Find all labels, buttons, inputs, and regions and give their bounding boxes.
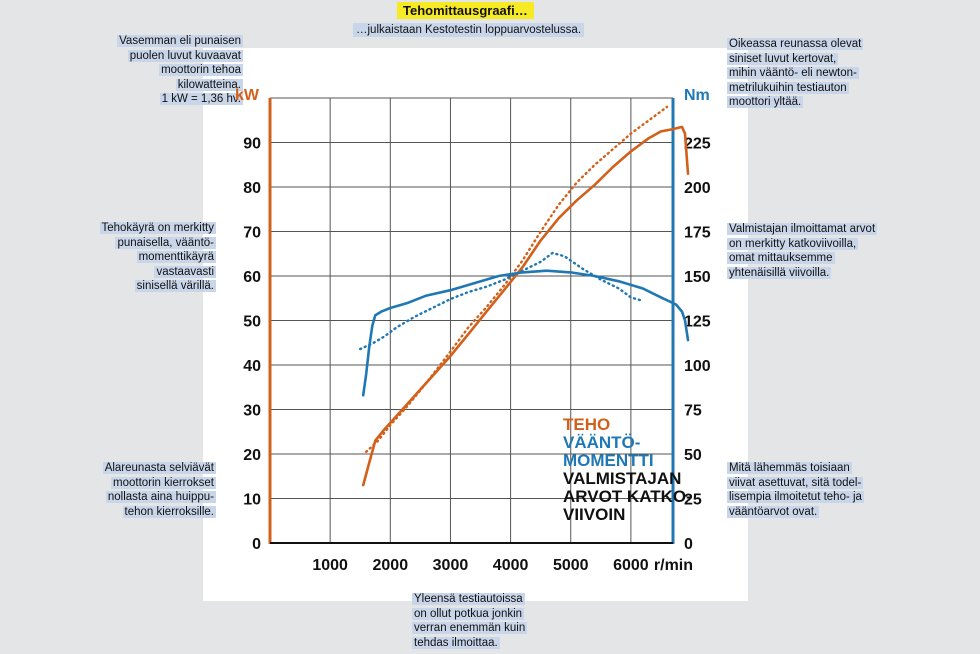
torque-curve-manufacturer xyxy=(359,251,645,351)
y-right-tick-label: 175 xyxy=(684,225,711,242)
y-left-unit: kW xyxy=(235,87,260,104)
y-right-tick-label: 0 xyxy=(684,536,693,553)
note-top-left: Vasemman eli punaisen puolen luvut kuvaa… xyxy=(117,35,243,105)
legend-torque-2: MOMENTTI xyxy=(563,451,654,470)
note-bottom-right: Mitä lähemmäs toisiaan viivat asettuvat,… xyxy=(727,462,864,518)
y-left-tick-label: 40 xyxy=(243,358,261,375)
x-tick-label: 6000 xyxy=(613,557,649,574)
legend-manufacturer-1: VALMISTAJAN xyxy=(563,469,681,488)
y-right-tick-label: 25 xyxy=(684,492,702,509)
note-mid-right: Valmistajan ilmoittamat arvot on merkitt… xyxy=(727,223,878,279)
y-right-tick-label: 125 xyxy=(684,314,711,331)
y-left-tick-label: 20 xyxy=(243,447,261,464)
page-subtitle: …julkaistaan Kestotestin loppuarvostelus… xyxy=(353,23,585,37)
page-title: Tehomittausgraafi… xyxy=(397,2,534,19)
torque-curve-measured xyxy=(361,269,690,397)
legend-torque-1: VÄÄNTÖ- xyxy=(563,433,640,452)
legend-power: TEHO xyxy=(563,415,610,434)
note-mid-left: Tehokäyrä on merkitty punaisella, vääntö… xyxy=(99,222,216,292)
y-left-tick-label: 10 xyxy=(243,492,261,509)
note-bottom-left: Alareunasta selviävät moottorin kierroks… xyxy=(102,462,216,518)
x-tick-label: 3000 xyxy=(433,557,469,574)
y-right-tick-label: 100 xyxy=(684,358,711,375)
y-left-tick-label: 80 xyxy=(243,180,261,197)
x-tick-label: 1000 xyxy=(312,557,348,574)
y-right-tick-label: 150 xyxy=(684,269,711,286)
y-left-tick-label: 30 xyxy=(243,403,261,420)
power-curve-manufacturer xyxy=(365,105,669,453)
y-right-tick-label: 225 xyxy=(684,136,711,153)
legend-manufacturer-3: VIIVOIN xyxy=(563,505,625,524)
x-tick-label: 2000 xyxy=(373,557,409,574)
x-tick-label: 4000 xyxy=(493,557,529,574)
x-unit: r/min xyxy=(654,557,693,574)
y-right-tick-label: 50 xyxy=(684,447,702,464)
y-right-tick-label: 200 xyxy=(684,180,711,197)
x-tick-label: 5000 xyxy=(553,557,589,574)
note-bottom-center: Yleensä testiautoissa on ollut potkua jo… xyxy=(412,593,528,649)
legend-manufacturer-2: ARVOT KATKO- xyxy=(563,487,692,506)
y-left-tick-label: 50 xyxy=(243,314,261,331)
y-right-unit: Nm xyxy=(684,87,710,104)
y-left-tick-label: 60 xyxy=(243,269,261,286)
y-right-tick-label: 75 xyxy=(684,403,702,420)
y-left-tick-label: 90 xyxy=(243,136,261,153)
power-curve-measured xyxy=(361,125,690,487)
note-top-right: Oikeassa reunassa olevat siniset luvut k… xyxy=(727,38,864,108)
y-left-tick-label: 0 xyxy=(252,536,261,553)
y-left-tick-label: 70 xyxy=(243,225,261,242)
